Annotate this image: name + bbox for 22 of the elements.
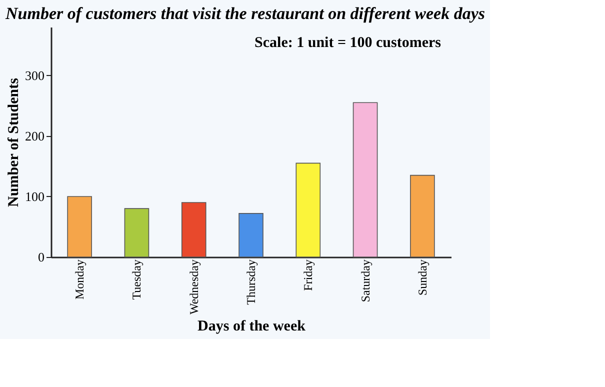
annotation: Scale: 1 unit = 100 customers xyxy=(254,35,442,51)
bar xyxy=(238,213,264,258)
y-tick-label: 100 xyxy=(25,188,44,204)
x-axis-title: Days of the week xyxy=(198,318,306,335)
bar xyxy=(124,208,150,258)
bar xyxy=(296,162,321,258)
x-tick-label: Monday xyxy=(72,260,87,300)
x-tick-label: Friday xyxy=(301,260,316,291)
chart-title: Number of customers that visit the restaurant on different week days xyxy=(4,4,486,23)
bar xyxy=(410,174,435,258)
y-tick-label: 200 xyxy=(25,128,44,144)
y-tick-label: 0 xyxy=(38,250,44,264)
y-tick-label: 300 xyxy=(25,68,44,83)
x-tick-label: Wednesday xyxy=(186,260,201,315)
y-axis-title: Number of Students xyxy=(6,78,22,207)
bar xyxy=(352,102,378,258)
x-tick-label: Tuesday xyxy=(130,260,144,300)
bar xyxy=(181,202,206,258)
x-tick-label: Sunday xyxy=(415,260,430,296)
bar xyxy=(67,196,92,258)
x-tick-label: Saturday xyxy=(358,260,372,302)
x-tick-label: Thursday xyxy=(244,260,258,305)
